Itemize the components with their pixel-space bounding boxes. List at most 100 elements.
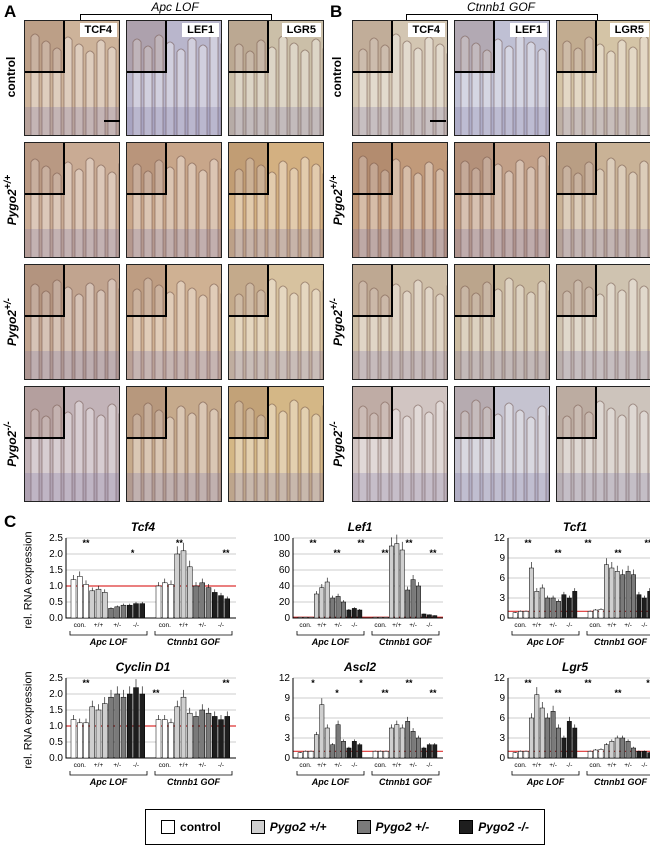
inset-box: [353, 387, 393, 439]
group-bracket: [371, 771, 440, 776]
x-tick-label: con.: [374, 622, 386, 629]
significance-label: **: [405, 678, 413, 688]
significance-label: *: [311, 678, 315, 688]
bar: [120, 696, 127, 759]
bar: [319, 704, 325, 759]
micrograph-tile: [454, 264, 550, 380]
bar: [410, 579, 416, 619]
bar: [566, 597, 572, 619]
group-bracket: [69, 771, 148, 776]
marker-label: LEF1: [510, 23, 547, 37]
bar: [523, 611, 529, 619]
micrograph-tile: LGR5: [228, 20, 324, 136]
bar: [405, 589, 411, 619]
x-tick-label: con.: [299, 622, 311, 629]
bar: [335, 724, 341, 759]
marker-label: LGR5: [281, 23, 321, 37]
bar: [539, 707, 545, 759]
bar: [534, 591, 540, 619]
micrograph-tile: [228, 142, 324, 258]
row-label: control: [4, 56, 18, 98]
villi-texture: [455, 34, 549, 135]
bar: [636, 594, 642, 619]
bar: [399, 727, 405, 759]
bar: [95, 588, 102, 619]
y-tick-label: 0.0: [49, 613, 63, 624]
inset-box: [25, 21, 65, 73]
group-header-apc: Apc LOF: [151, 0, 199, 14]
bar: [523, 751, 529, 759]
inset-box: [557, 387, 597, 439]
inset-box: [353, 265, 393, 317]
bar: [641, 597, 647, 619]
x-tick-label: +/-: [334, 762, 342, 769]
bar: [95, 709, 102, 759]
bar: [77, 722, 83, 759]
y-axis-label: rel. RNA expression: [22, 531, 35, 629]
significance-label: **: [429, 688, 437, 698]
chart-title: Lef1: [347, 520, 373, 534]
bar: [108, 608, 114, 619]
bar: [297, 752, 303, 759]
bar: [70, 579, 77, 619]
bar: [383, 751, 389, 759]
bar: [620, 737, 626, 759]
chart-title: Lgr5: [561, 660, 588, 674]
y-tick-label: 2.0: [49, 549, 63, 560]
bar: [604, 564, 609, 619]
bar: [218, 595, 224, 619]
x-tick-label: -/-: [426, 622, 432, 629]
group-bracket: [586, 631, 650, 636]
bar: [102, 592, 108, 619]
chart-title: Tcf4: [130, 520, 156, 534]
bar: [83, 584, 89, 619]
x-group-label: Ctnnb1 GOF: [594, 777, 647, 787]
group-header-ctnnb1: Ctnnb1 GOF: [466, 0, 536, 14]
villi-texture: [25, 33, 119, 135]
villi-texture: [127, 277, 221, 379]
x-tick-label: -/-: [351, 762, 357, 769]
villi-texture: [557, 278, 650, 379]
x-group-label: Ctnnb1 GOF: [167, 637, 220, 647]
y-tick-label: 12: [494, 674, 506, 684]
bar: [212, 716, 218, 759]
bar: [174, 553, 180, 619]
bar: [432, 615, 438, 619]
bar: [405, 721, 411, 759]
inset-box: [229, 265, 269, 317]
bar: [389, 727, 394, 759]
x-tick-label: +/-: [198, 762, 206, 769]
y-tick-label: 1.5: [49, 705, 63, 716]
x-tick-label: -/-: [641, 622, 647, 629]
bar: [426, 614, 432, 619]
bar: [394, 724, 400, 759]
bar: [89, 706, 95, 759]
significance-label: **: [381, 548, 389, 558]
villi-texture: [455, 399, 549, 501]
villi-texture: [557, 35, 650, 135]
bar: [314, 734, 319, 759]
bar: [162, 582, 168, 619]
bar: [205, 587, 212, 619]
bar: [593, 749, 598, 759]
bar: [77, 576, 83, 619]
x-tick-label: -/-: [566, 622, 572, 629]
bar: [416, 737, 421, 759]
y-tick-label: 12: [494, 534, 506, 544]
inset-box: [455, 265, 495, 317]
villi-texture: [25, 278, 119, 379]
group-bracket: [69, 631, 148, 636]
inset-box: [127, 21, 167, 73]
significance-label: **: [82, 678, 90, 688]
bar: [70, 719, 77, 759]
y-tick-label: 1.0: [49, 721, 63, 732]
bar: [572, 591, 578, 619]
micrograph-tile: [352, 264, 448, 380]
bar: [180, 550, 187, 619]
legend-het: Pygo2 +/-: [356, 820, 429, 834]
villi-texture: [229, 35, 323, 135]
significance-label: **: [222, 678, 230, 688]
bar: [614, 737, 620, 759]
x-tick-label: con.: [74, 622, 86, 629]
x-tick-label: con.: [159, 762, 171, 769]
